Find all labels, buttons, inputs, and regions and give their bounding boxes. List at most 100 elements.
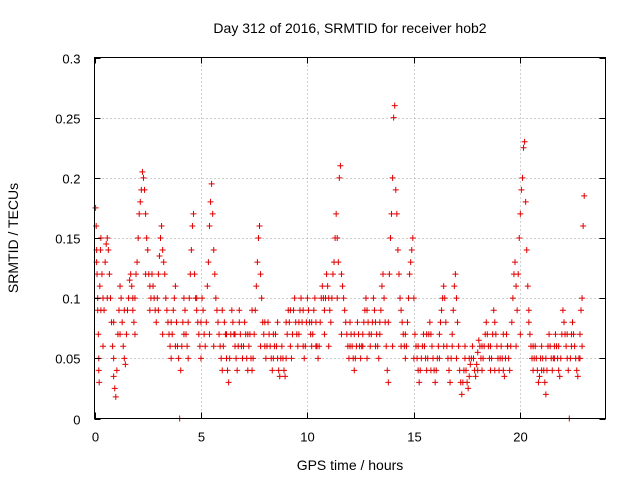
data-point xyxy=(127,271,134,278)
data-point xyxy=(530,343,537,350)
data-point xyxy=(338,271,345,278)
data-point xyxy=(154,295,161,302)
data-point xyxy=(526,331,533,338)
data-point xyxy=(337,162,344,169)
data-point xyxy=(335,259,342,266)
data-point xyxy=(483,319,490,326)
data-point xyxy=(490,307,497,314)
data-point xyxy=(436,355,443,362)
data-point xyxy=(378,283,385,290)
data-point xyxy=(580,222,587,229)
data-point xyxy=(280,367,287,374)
data-point xyxy=(193,295,200,302)
data-point xyxy=(491,319,498,326)
data-point xyxy=(311,295,318,302)
y-tick-labels: 0 0.05 0.1 0.15 0.2 0.25 0.3 xyxy=(55,52,80,428)
data-point xyxy=(319,283,326,290)
data-point xyxy=(95,367,102,374)
data-point xyxy=(134,259,141,266)
x-tick-label: 10 xyxy=(300,430,314,445)
data-point xyxy=(110,373,117,380)
data-point xyxy=(447,379,454,386)
data-point xyxy=(325,343,332,350)
data-point xyxy=(559,307,566,314)
data-point xyxy=(167,343,174,350)
data-point xyxy=(568,343,575,350)
data-point xyxy=(525,319,532,326)
data-point xyxy=(295,331,302,338)
data-point xyxy=(170,307,177,314)
data-point xyxy=(254,259,261,266)
data-point xyxy=(380,271,387,278)
data-point xyxy=(440,343,447,350)
data-point xyxy=(157,235,164,241)
data-point xyxy=(210,247,217,254)
data-point xyxy=(479,343,486,350)
y-tick-label: 0.2 xyxy=(62,172,80,187)
data-point xyxy=(421,343,428,350)
data-point xyxy=(581,192,588,199)
data-point xyxy=(199,295,206,302)
data-point xyxy=(177,367,184,374)
y-tick-label: 0.1 xyxy=(62,292,80,307)
data-point xyxy=(450,307,457,314)
data-point xyxy=(451,283,458,290)
data-point xyxy=(250,355,257,362)
data-point xyxy=(453,295,460,302)
data-point xyxy=(143,235,150,241)
data-point xyxy=(454,319,461,326)
data-point xyxy=(384,367,391,374)
data-point xyxy=(405,295,412,302)
data-point xyxy=(156,253,163,260)
data-point xyxy=(110,319,117,326)
data-point xyxy=(294,343,301,350)
data-point xyxy=(573,367,580,374)
data-point xyxy=(115,307,122,314)
data-point xyxy=(501,373,508,380)
axis-ticks xyxy=(94,57,606,420)
data-point xyxy=(338,331,345,338)
data-point xyxy=(129,295,136,302)
data-point xyxy=(237,331,244,338)
data-point xyxy=(197,355,204,362)
data-point xyxy=(570,331,577,338)
data-point xyxy=(249,307,256,314)
data-point xyxy=(236,319,243,326)
data-point xyxy=(211,271,218,278)
data-point xyxy=(256,222,263,229)
y-tick-label: 0.15 xyxy=(55,232,80,247)
data-point xyxy=(409,235,416,241)
x-tick-label: 0 xyxy=(92,430,99,445)
data-point xyxy=(449,331,456,338)
data-point xyxy=(193,307,200,314)
data-point xyxy=(383,343,390,350)
data-point xyxy=(323,271,330,278)
data-point xyxy=(538,343,545,350)
data-point xyxy=(520,144,527,151)
data-point xyxy=(141,186,148,193)
data-point xyxy=(130,319,137,326)
data-point xyxy=(257,271,264,278)
data-point xyxy=(354,319,361,326)
data-point xyxy=(423,331,430,338)
data-point xyxy=(466,355,473,362)
data-point xyxy=(433,367,440,374)
data-point xyxy=(241,319,248,326)
data-point xyxy=(514,307,521,314)
data-point xyxy=(376,331,383,338)
data-point xyxy=(190,210,197,217)
data-point xyxy=(563,343,570,350)
data-point xyxy=(579,343,586,350)
data-point xyxy=(283,319,290,326)
data-point xyxy=(357,355,364,362)
data-point xyxy=(118,295,125,302)
data-point xyxy=(509,295,516,302)
data-point xyxy=(437,319,444,326)
data-point xyxy=(508,319,515,326)
data-point xyxy=(475,337,482,344)
data-point xyxy=(519,174,526,181)
data-point xyxy=(565,367,572,374)
data-point xyxy=(370,295,377,302)
data-point xyxy=(104,295,111,302)
